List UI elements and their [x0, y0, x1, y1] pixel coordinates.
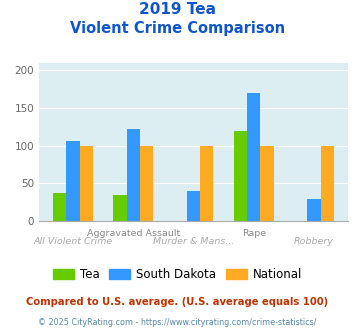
Text: All Violent Crime: All Violent Crime	[33, 237, 113, 246]
Legend: Tea, South Dakota, National: Tea, South Dakota, National	[48, 263, 307, 286]
Bar	[140, 146, 153, 221]
Bar	[247, 93, 260, 221]
Bar	[260, 146, 274, 221]
Text: Aggravated Assault: Aggravated Assault	[87, 229, 180, 238]
Text: Compared to U.S. average. (U.S. average equals 100): Compared to U.S. average. (U.S. average …	[26, 297, 329, 307]
Bar	[307, 199, 321, 221]
Text: Violent Crime Comparison: Violent Crime Comparison	[70, 21, 285, 36]
Bar	[234, 131, 247, 221]
Bar	[127, 129, 140, 221]
Text: © 2025 CityRating.com - https://www.cityrating.com/crime-statistics/: © 2025 CityRating.com - https://www.city…	[38, 318, 317, 327]
Bar	[113, 195, 127, 221]
Bar	[53, 193, 66, 221]
Text: 2019 Tea: 2019 Tea	[139, 2, 216, 16]
Bar	[321, 146, 334, 221]
Text: Rape: Rape	[242, 229, 266, 238]
Bar	[80, 146, 93, 221]
Text: Murder & Mans...: Murder & Mans...	[153, 237, 234, 246]
Bar	[187, 191, 200, 221]
Bar	[200, 146, 213, 221]
Text: Robbery: Robbery	[294, 237, 334, 246]
Bar	[66, 141, 80, 221]
